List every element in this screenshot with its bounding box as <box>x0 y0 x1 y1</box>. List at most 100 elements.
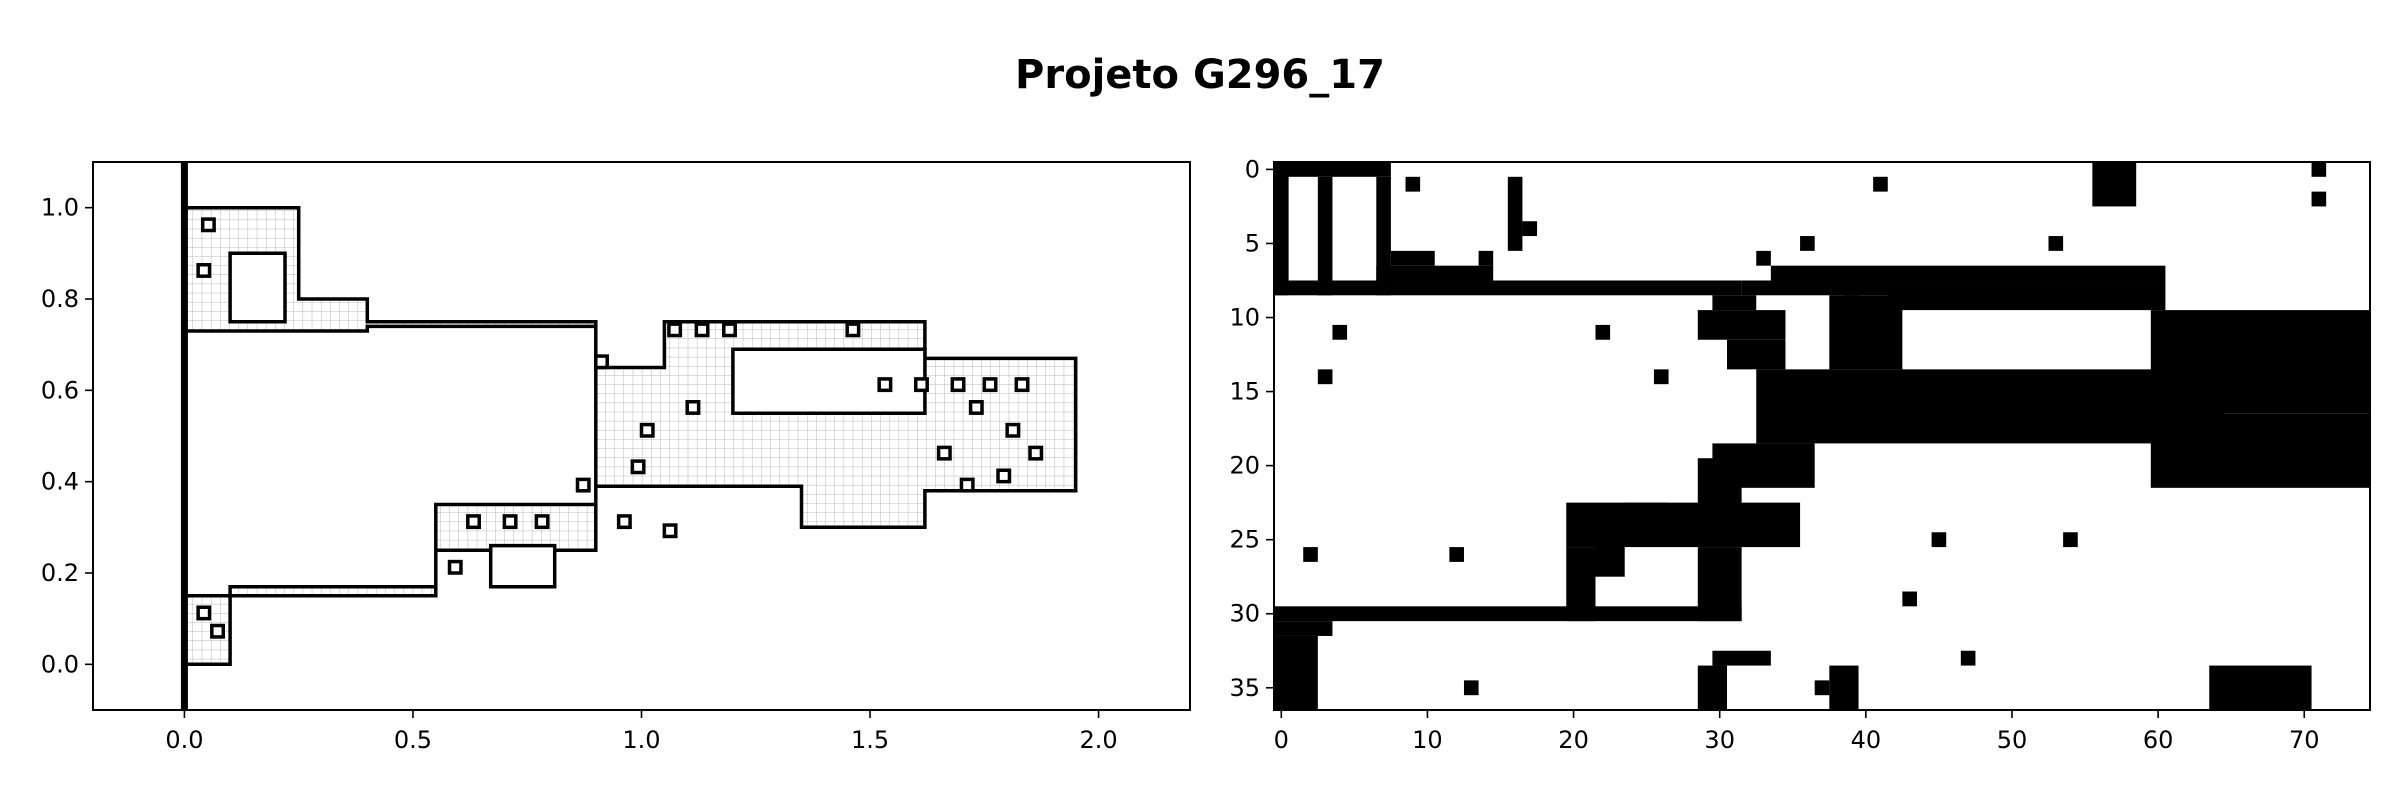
filled-cell-block <box>1274 606 1742 622</box>
inner-hole <box>488 543 557 589</box>
small-square <box>196 263 212 278</box>
y-tick-label: 10 <box>1229 304 1260 332</box>
filled-cell-block <box>1478 250 1494 266</box>
y-tick-label: 0.4 <box>41 468 79 496</box>
filled-cell-block <box>1317 369 1333 385</box>
filled-cell-block <box>1274 162 1391 177</box>
filled-cell-block <box>1727 339 1786 370</box>
small-square <box>936 445 952 461</box>
filled-cell-block <box>1317 176 1333 296</box>
y-tick-label: 30 <box>1229 600 1260 628</box>
filled-cell-block <box>1697 310 1786 340</box>
filled-cell-block <box>1960 650 1976 666</box>
small-square <box>447 559 463 575</box>
filled-cell-block <box>1274 621 1333 636</box>
filled-cell-block <box>1463 680 1479 696</box>
y-tick-label: 0.6 <box>41 376 79 404</box>
filled-cell-block <box>2150 413 2370 488</box>
small-square <box>722 322 737 338</box>
small-square <box>877 377 893 393</box>
x-tick-label: 40 <box>1851 726 1882 754</box>
filled-cell-block <box>1931 532 1947 548</box>
y-tick-label: 1.0 <box>41 194 79 222</box>
grid-axes-frame <box>1273 161 2371 711</box>
small-square <box>534 514 550 530</box>
x-tick-label: 60 <box>2143 726 2174 754</box>
inner-hole <box>731 347 927 415</box>
filled-cell-block <box>1814 680 1830 696</box>
small-square <box>982 377 998 393</box>
x-tick-label: 10 <box>1412 726 1443 754</box>
small-square <box>639 422 655 438</box>
filled-cell-block <box>1376 265 1494 281</box>
filled-cell-block <box>1274 280 1742 296</box>
y-tick-label: 0.8 <box>41 285 79 313</box>
filled-cell-block <box>1522 221 1538 237</box>
small-square <box>1014 377 1030 393</box>
y-tick-label: 20 <box>1229 452 1260 480</box>
filled-cell-block <box>1756 250 1771 266</box>
y-tick-label: 25 <box>1229 526 1260 554</box>
filled-cell-block <box>2063 532 2078 548</box>
small-square <box>968 400 984 415</box>
small-square <box>959 477 975 493</box>
grid-panel: 0 10 20 30 40 50 60 70 0 5 10 15 20 25 30 35 <box>1229 155 2371 754</box>
filled-cell-block <box>1712 295 1757 311</box>
small-square <box>575 477 591 493</box>
small-square <box>685 400 701 415</box>
filled-cell-block <box>1507 176 1523 251</box>
filled-cell-block <box>1800 236 1815 251</box>
x-tick-label: 2.0 <box>1079 726 1117 754</box>
y-tick-label: 0.2 <box>41 559 79 587</box>
filled-cell-block <box>1887 280 2166 311</box>
filled-cell-block <box>1624 502 1669 518</box>
small-square <box>502 514 518 530</box>
filled-cell-block <box>1873 176 1888 192</box>
filled-cell-block <box>2048 236 2064 251</box>
small-square <box>196 605 212 621</box>
small-square <box>630 459 646 475</box>
small-square <box>616 514 632 530</box>
x-tick-label: 70 <box>2289 726 2320 754</box>
inner-hole <box>228 251 287 324</box>
filled-cell-block <box>1595 324 1611 340</box>
x-tick-label: 1.5 <box>851 726 889 754</box>
filled-cell-block <box>1697 665 1728 710</box>
filled-cell-block <box>1274 635 1318 710</box>
small-square <box>845 322 861 338</box>
filled-cell-block <box>1610 710 1625 725</box>
small-square <box>1028 445 1044 461</box>
small-square <box>950 377 966 393</box>
y-tick-label: 15 <box>1229 378 1260 406</box>
small-square <box>200 217 216 233</box>
small-square <box>210 623 226 639</box>
small-square <box>662 523 678 539</box>
filled-cell-block <box>2150 310 2370 414</box>
x-tick-label: 0 <box>1274 726 1289 754</box>
filled-cell-block <box>1595 532 1625 577</box>
x-tick-label: 1.0 <box>622 726 660 754</box>
y-tick-label: 35 <box>1229 674 1260 702</box>
filled-cell-block <box>1405 176 1421 192</box>
x-tick-label: 50 <box>1997 726 2028 754</box>
small-square <box>594 354 609 370</box>
x-tick-label: 20 <box>1558 726 1589 754</box>
x-tick-label: 0.0 <box>165 726 203 754</box>
small-square <box>667 322 683 338</box>
filled-cell-block <box>1712 650 1771 666</box>
filled-cell-block <box>1332 324 1348 340</box>
outline-panel: 0.0 0.5 1.0 1.5 2.0 0.0 0.2 0.4 0.6 0.8 1.0 <box>41 161 1191 754</box>
filled-cell-block <box>1274 162 1289 296</box>
y-tick-label: 0.0 <box>41 650 79 678</box>
filled-cell-block <box>1653 369 1669 385</box>
chart-title: Projeto G296_17 <box>1015 52 1385 98</box>
small-square <box>996 468 1012 484</box>
filled-cell-block <box>1449 547 1464 562</box>
filled-cell-block <box>2106 176 2122 192</box>
filled-cell-block <box>2311 162 2327 177</box>
small-square <box>694 322 710 338</box>
filled-cell-block <box>1829 665 1859 710</box>
filled-cell-block <box>2311 191 2327 207</box>
small-square <box>1005 422 1021 438</box>
